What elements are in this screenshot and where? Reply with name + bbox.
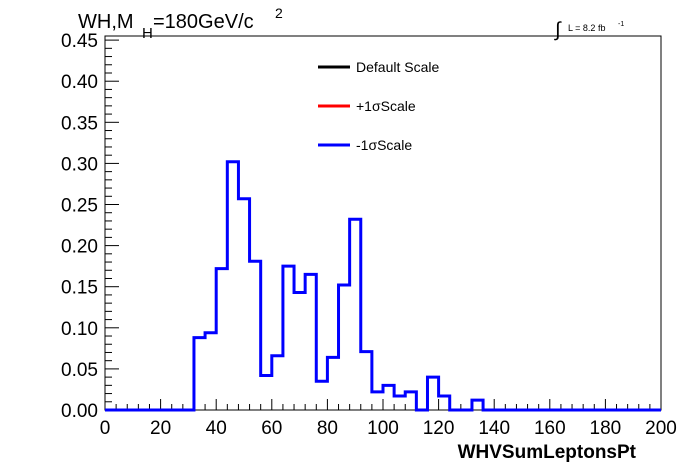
y-tick-label: 0.20	[61, 237, 98, 258]
histogram-line-series	[105, 160, 661, 412]
y-tick-label: 0.05	[61, 360, 98, 381]
x-tick-label: 120	[423, 418, 455, 439]
x-tick-label: 140	[478, 418, 510, 439]
x-tick-label: 100	[367, 418, 399, 439]
y-tick-label: 0.10	[61, 319, 98, 340]
y-axis: 0.00 0.05 0.10 0.15 0.20 0.25 0.30 0.35 0.40 0.45	[61, 31, 119, 422]
y-tick-label: 0.15	[61, 278, 98, 299]
chart-title-value: =180GeV/c	[153, 11, 254, 33]
lumi-integral-sign: ∫	[554, 19, 562, 41]
legend: Default Scale +1σScale -1σScale	[318, 59, 439, 153]
lumi-superscript: -1	[618, 21, 624, 28]
x-tick-label: 60	[261, 418, 282, 439]
y-tick-label: 0.25	[61, 196, 98, 217]
y-tick-label: 0.45	[61, 31, 98, 52]
legend-label: -1σScale	[356, 137, 412, 153]
legend-label: +1σScale	[356, 98, 416, 114]
chart-title-subscript: H	[142, 25, 153, 42]
x-axis: 0 20 40 60 80 100 120 140 160 180 200	[100, 399, 677, 439]
y-tick-label: 0.35	[61, 113, 98, 134]
x-tick-label: 200	[645, 418, 677, 439]
x-tick-label: 160	[534, 418, 566, 439]
chart-title-superscript: 2	[275, 5, 283, 21]
plot-frame	[104, 35, 662, 411]
y-tick-label: 0.40	[61, 72, 98, 93]
legend-label: Default Scale	[356, 59, 439, 75]
x-tick-label: 80	[317, 418, 338, 439]
x-tick-label: 0	[100, 418, 111, 439]
lumi-label: L = 8.2 fb	[568, 23, 605, 33]
chart-title-main: WH,M	[78, 11, 134, 33]
x-tick-label: 40	[206, 418, 227, 439]
x-tick-label: 180	[590, 418, 622, 439]
y-tick-label: 0.30	[61, 154, 98, 175]
x-tick-label: 20	[150, 418, 171, 439]
x-axis-label: WHVSumLeptonsPt	[458, 442, 637, 463]
series-layer	[105, 160, 661, 412]
y-tick-label: 0.00	[61, 401, 98, 422]
